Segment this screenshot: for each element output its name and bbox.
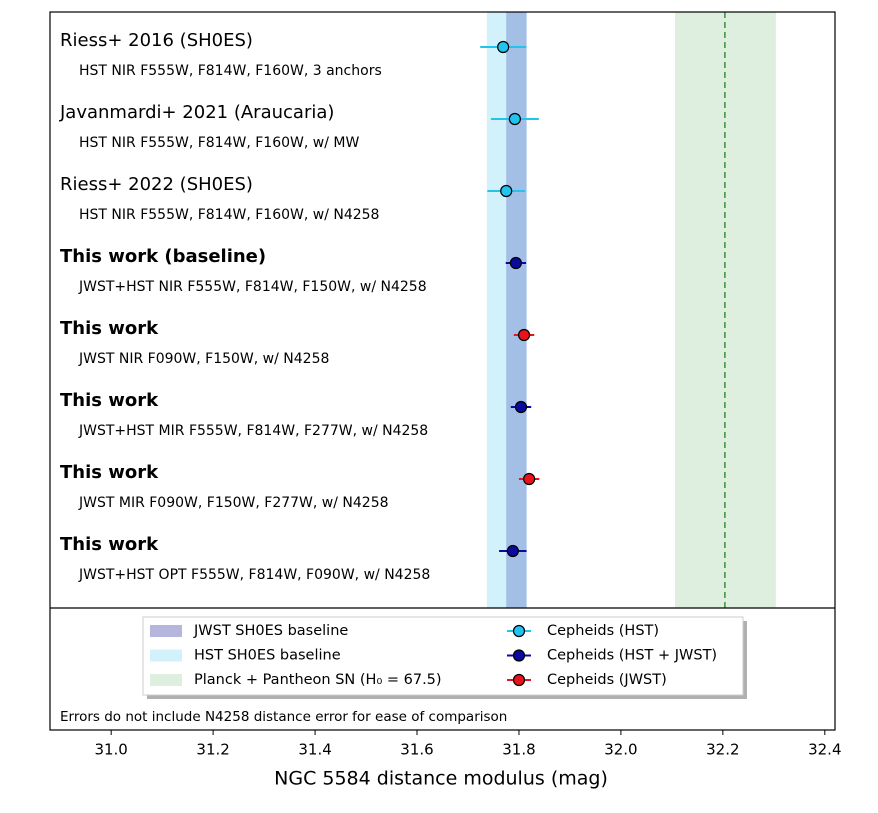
- x-tick-label: 31.6: [400, 741, 433, 759]
- marker: [509, 256, 523, 270]
- marker: [506, 544, 519, 558]
- band: [674, 12, 776, 608]
- row-label: Javanmardi+ 2021 (Araucaria): [59, 102, 334, 123]
- row-label: Riess+ 2016 (SH0ES): [60, 30, 253, 51]
- row-label: This work: [60, 390, 159, 411]
- legend-label: Cepheids (HST): [547, 623, 659, 639]
- legend-label: Cepheids (HST + JWST): [547, 648, 717, 664]
- row-sublabel: JWST+HST OPT F555W, F814W, F090W, w/ N42…: [78, 567, 430, 583]
- row-label: This work (baseline): [60, 246, 266, 267]
- marker: [508, 112, 521, 126]
- x-tick-label: 31.2: [196, 741, 229, 759]
- row-label: This work: [60, 462, 159, 483]
- x-tick-label: 31.0: [94, 741, 127, 759]
- row-label: This work: [60, 318, 159, 339]
- row-sublabel: HST NIR F555W, F814W, F160W, w/ N4258: [79, 207, 379, 223]
- x-tick-label: 31.4: [298, 741, 331, 759]
- legend-marker: [512, 673, 526, 687]
- row-sublabel: JWST+HST NIR F555W, F814W, F150W, w/ N42…: [78, 279, 427, 295]
- marker: [517, 328, 531, 342]
- legend: [142, 616, 744, 696]
- row-sublabel: JWST+HST MIR F555W, F814W, F277W, w/ N42…: [78, 423, 428, 439]
- legend-swatch: [150, 649, 182, 662]
- marker: [523, 472, 536, 486]
- marker: [514, 400, 528, 414]
- plot-frame: [49, 11, 836, 731]
- row-label: Riess+ 2022 (SH0ES): [60, 174, 253, 195]
- x-tick-label: 32.4: [808, 741, 841, 759]
- legend-label: JWST SH0ES baseline: [193, 623, 348, 639]
- row-sublabel: JWST MIR F090W, F150W, F277W, w/ N4258: [78, 495, 389, 511]
- x-axis-label: NGC 5584 distance modulus (mag): [274, 768, 608, 790]
- legend-label: Cepheids (JWST): [547, 672, 667, 688]
- x-tick-label: 32.2: [706, 741, 739, 759]
- row-label: This work: [60, 534, 159, 555]
- band: [506, 12, 527, 608]
- row-sublabel: HST NIR F555W, F814W, F160W, 3 anchors: [79, 63, 382, 79]
- row-sublabel: HST NIR F555W, F814W, F160W, w/ MW: [79, 135, 359, 151]
- note: Errors do not include N4258 distance err…: [60, 709, 507, 725]
- marker: [497, 40, 510, 54]
- legend-label: HST SH0ES baseline: [194, 648, 341, 664]
- marker: [500, 184, 513, 198]
- legend-marker: [512, 624, 526, 638]
- x-tick-label: 32.0: [604, 741, 637, 759]
- x-tick-label: 31.8: [502, 741, 535, 759]
- legend-marker: [512, 649, 526, 662]
- row-sublabel: JWST NIR F090W, F150W, w/ N4258: [78, 351, 329, 367]
- legend-label: Planck + Pantheon SN (H₀ = 67.5): [194, 672, 442, 688]
- legend-swatch: [150, 674, 182, 686]
- legend-swatch: [150, 625, 182, 637]
